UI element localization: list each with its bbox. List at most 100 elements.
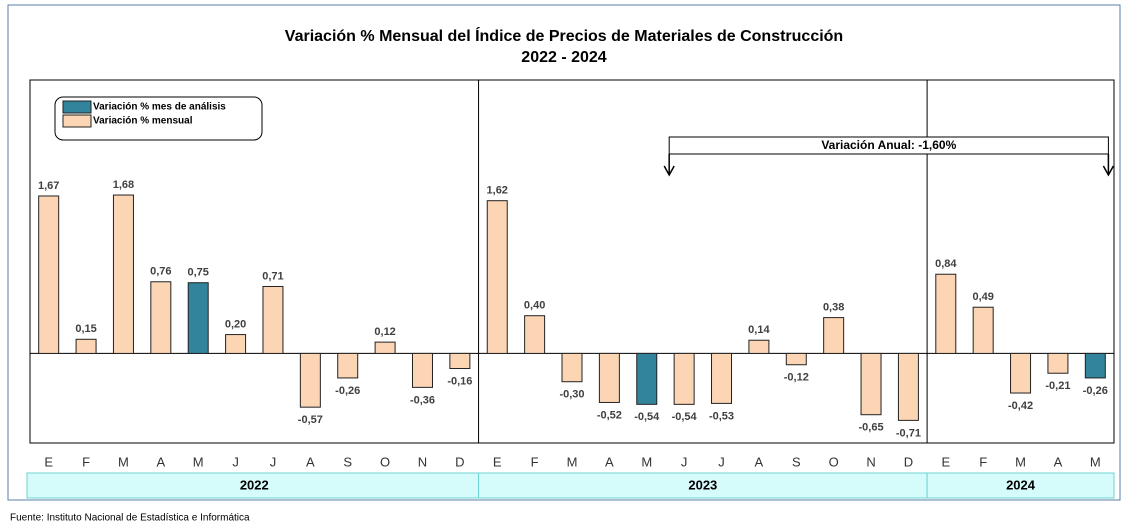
x-tick-label: E [941,454,950,469]
value-label: -0,36 [410,394,435,406]
x-tick-label: D [904,454,913,469]
x-tick-label: F [979,454,987,469]
x-tick-label: S [343,454,352,469]
value-label: 0,84 [935,258,957,270]
value-label: -0,53 [709,410,734,422]
value-label: 0,14 [748,324,770,336]
value-label: -0,65 [858,422,883,434]
x-tick-label: S [792,454,801,469]
value-label: -0,54 [634,411,660,423]
value-label: 0,76 [150,266,171,278]
annotation-arrowhead [1102,165,1115,177]
x-tick-label: J [232,454,239,469]
value-label: -0,12 [784,372,809,384]
value-label: 0,49 [972,291,993,303]
value-label: 0,12 [374,326,395,338]
bar [38,195,60,354]
bar [561,352,583,383]
value-label: 0,20 [225,318,246,330]
bar [1047,352,1069,374]
x-tick-label: J [681,454,688,469]
value-label: -0,52 [597,409,622,421]
legend-label: Variación % mensual [93,116,193,127]
x-tick-label: N [866,454,875,469]
year-band [478,472,928,499]
annotation-arrowhead [663,165,675,177]
bar [337,352,359,379]
x-tick-label: M [641,454,652,469]
chart-subtitle: 2022 - 2024 [521,49,607,66]
value-label: -0,30 [559,389,584,401]
bar [75,338,97,354]
value-label: 1,67 [38,180,59,192]
x-tick-label: O [380,454,390,469]
bar [897,352,919,421]
x-tick-label: F [82,454,90,469]
bar [972,306,994,354]
bar [187,282,209,354]
bar [673,352,695,405]
bar [524,315,546,354]
bar [1084,352,1106,379]
legend-box [54,96,263,141]
x-tick-label: A [1054,454,1063,469]
value-label: 0,40 [524,300,545,312]
bar [449,352,471,370]
value-label: 0,75 [187,267,208,279]
value-label: -0,54 [672,411,698,423]
value-label: -0,26 [1083,385,1108,397]
x-tick-label: M [193,454,204,469]
x-tick-label: M [118,454,129,469]
bar [299,352,321,408]
x-tick-label: O [829,454,839,469]
bar [935,273,957,354]
value-label: 1,62 [487,185,508,197]
x-tick-label: D [455,454,464,469]
value-label: 1,68 [113,179,134,191]
source-note: Fuente: Instituto Nacional de Estadístic… [10,513,250,524]
annotation-text: Variación Anual: -1,60% [821,138,956,152]
bar [711,352,733,404]
bar [225,334,247,354]
year-label: 2022 [240,477,269,492]
value-label: 0,15 [75,323,96,335]
x-tick-label: E [493,454,502,469]
x-tick-label: J [270,454,277,469]
x-tick-label: E [44,454,53,469]
year-band [926,472,1115,499]
bar [150,281,172,354]
value-label: 0,71 [262,270,283,282]
chart-title: Variación % Mensual del Índice de Precio… [285,26,843,45]
value-label: 0,38 [823,302,844,314]
year-label: 2023 [688,477,717,492]
bar [374,341,396,354]
bar [748,339,770,354]
bar [112,194,134,354]
x-tick-label: A [156,454,165,469]
x-tick-label: N [418,454,427,469]
bar [636,352,658,405]
value-label: -0,16 [447,375,472,387]
bar [486,200,508,354]
value-label: -0,71 [896,427,921,439]
bar [823,317,845,354]
x-tick-label: F [531,454,539,469]
bar [598,352,620,403]
bar [1010,352,1032,394]
bar [411,352,433,388]
legend-label: Variación % mes de análisis [93,102,226,113]
bar [785,352,807,366]
x-tick-label: M [1090,454,1101,469]
x-tick-label: M [567,454,578,469]
x-tick-label: A [306,454,315,469]
x-tick-label: A [605,454,614,469]
chart-frame [7,4,1121,501]
x-tick-label: M [1015,454,1026,469]
year-label: 2024 [1006,477,1036,492]
plot-area [29,79,1115,444]
legend-swatch [62,114,92,128]
year-band [26,472,480,499]
legend-swatch [62,100,92,114]
x-tick-label: A [755,454,764,469]
